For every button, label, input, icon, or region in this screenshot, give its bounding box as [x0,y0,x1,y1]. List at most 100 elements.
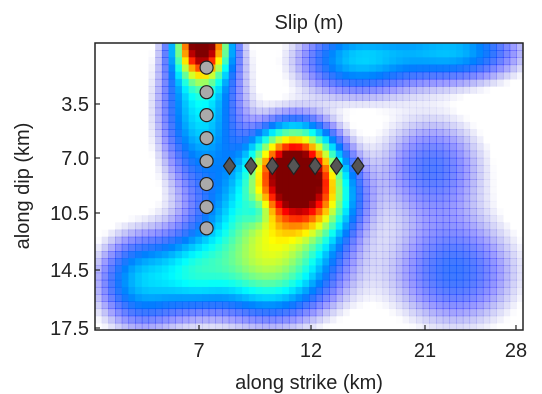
slip-cell [228,64,237,73]
slip-cell [496,43,504,51]
slip-cell [275,294,283,302]
slip-cell [168,129,176,137]
slip-cell [342,294,350,302]
slip-cell [248,315,257,324]
slip-cell [382,57,390,66]
chart-title: Slip (m) [275,12,344,34]
slip-cell [449,208,457,216]
slip-cell [409,43,417,51]
slip-cell [416,121,424,130]
slip-cell [208,322,216,331]
slip-cell [101,258,109,267]
slip-cell [181,114,190,123]
slip-cell [242,143,250,152]
slip-cell [161,86,170,94]
slip-cell [208,43,216,51]
slip-cell [402,193,410,202]
slip-cell [462,222,471,231]
slip-cell [315,286,323,295]
slip-cell [369,193,377,202]
slip-cell [389,186,397,195]
slip-cell [449,121,457,130]
slip-cell [195,193,203,202]
slip-cell [442,208,451,216]
slip-cell [175,208,183,216]
slip-cell [215,50,223,58]
slip-cell [442,294,451,302]
slip-cell [295,286,303,295]
slip-cell [335,100,344,109]
slip-cell [115,272,123,281]
slip-cell [516,243,524,252]
slip-cell [309,265,317,274]
slip-cell [95,286,103,295]
slip-cell [349,251,357,259]
slip-cell [181,193,190,202]
slip-cell [155,143,163,152]
slip-cell [382,143,390,152]
slip-cell [202,265,210,274]
slip-cell [375,93,384,101]
slip-cell [342,57,350,66]
slip-cell [322,215,330,223]
slip-cell [282,229,290,238]
slip-cell [235,229,243,238]
slip-cell [349,122,356,130]
slip-cell [195,243,203,252]
slip-cell [335,64,344,73]
slip-cell [315,43,323,51]
slip-cell [476,78,484,87]
slip-cell [476,150,484,159]
slip-cell [222,71,230,80]
slip-cell [268,208,277,216]
slip-cell [375,193,384,202]
slip-cell [228,251,237,259]
slip-cell [376,129,383,137]
slip-cell [309,64,317,73]
slip-cell [268,315,277,324]
slip-cell [115,251,123,259]
slip-cell [108,236,116,245]
slip-cell [476,57,484,66]
slip-cell [302,236,310,245]
diamond-marker [244,156,258,176]
slip-cell [255,100,263,109]
slip-cell [442,50,451,58]
slip-cell [148,308,156,317]
slip-cell [255,143,263,152]
slip-cell [262,121,270,130]
slip-cell [175,322,183,331]
slip-cell [482,150,491,159]
slip-cell [282,79,289,87]
slip-cell [161,143,170,152]
slip-cell [195,294,203,302]
slip-cell [436,222,444,231]
slip-cell [362,258,370,267]
slip-cell [429,64,437,73]
slip-cell [409,193,417,202]
slip-cell [309,294,317,302]
slip-cell [375,251,384,259]
slip-cell [315,172,323,180]
slip-cell [175,294,183,302]
slip-cell [489,315,497,324]
slip-cell [161,150,170,159]
slip-cell [255,308,263,317]
slip-cell [395,78,404,87]
slip-cell [161,93,170,101]
slip-cell [275,301,283,310]
slip-cell [442,71,451,80]
slip-cell [149,208,156,216]
slip-cell [442,78,451,87]
slip-cell [362,229,370,238]
slip-cell [389,121,397,130]
slip-cell [275,251,283,259]
slip-cell [128,308,136,317]
slip-cell [195,272,203,281]
slip-cell [242,294,250,302]
slip-cell [228,294,237,302]
slip-cell [436,78,444,87]
slip-cell [115,236,123,245]
slip-cell [355,200,364,209]
slip-cell [282,215,290,223]
